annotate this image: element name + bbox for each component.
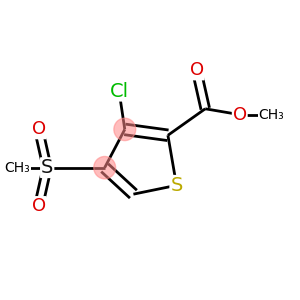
- Text: CH₃: CH₃: [4, 161, 30, 175]
- Text: CH₃: CH₃: [259, 108, 284, 122]
- Text: O: O: [233, 106, 247, 124]
- Circle shape: [94, 157, 116, 179]
- Circle shape: [114, 118, 136, 141]
- Text: Cl: Cl: [110, 82, 129, 100]
- Text: S: S: [170, 176, 183, 195]
- Text: S: S: [41, 158, 53, 177]
- Text: O: O: [32, 120, 46, 138]
- Text: O: O: [190, 61, 204, 80]
- Text: O: O: [32, 197, 46, 215]
